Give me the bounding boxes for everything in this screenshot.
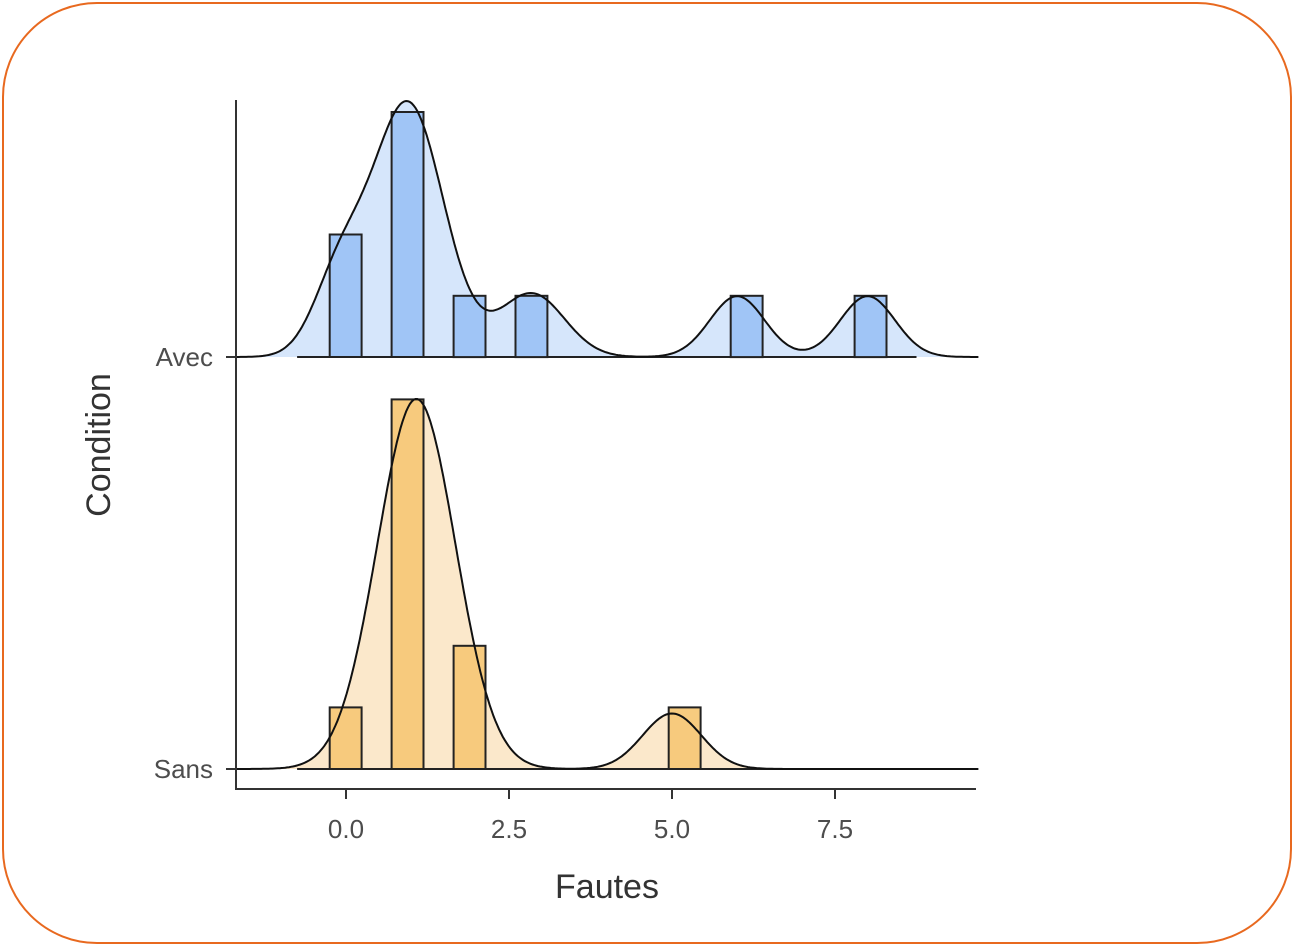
histogram-bar [667, 706, 702, 771]
histogram-bar [390, 111, 425, 358]
x-tick-label: 5.0 [654, 814, 690, 844]
y-tick-label: Sans [154, 754, 213, 784]
ticks-layer: Avec Sans 0.0 2.5 5.0 7.5 [154, 342, 853, 844]
histogram-bar [452, 644, 487, 770]
density-line-avec [235, 99, 979, 358]
x-tick-label: 7.5 [817, 814, 853, 844]
ridge-sans [235, 398, 979, 771]
x-tick-label: 0.0 [328, 814, 364, 844]
ridge-avec [235, 99, 979, 359]
y-axis-title: Condition [80, 373, 118, 517]
histogram-bar [328, 706, 363, 771]
histogram-bar [328, 233, 363, 358]
x-axis-title: Fautes [555, 868, 659, 906]
histogram-bar [514, 294, 549, 359]
y-tick-label: Avec [156, 342, 213, 372]
ridges-layer [235, 99, 979, 771]
histogram-bar [390, 398, 425, 770]
axes-layer [235, 100, 976, 790]
x-tick-label: 2.5 [491, 814, 527, 844]
histogram-bar [729, 294, 764, 359]
histogram-bar [853, 294, 888, 359]
density-line-sans [235, 398, 979, 770]
